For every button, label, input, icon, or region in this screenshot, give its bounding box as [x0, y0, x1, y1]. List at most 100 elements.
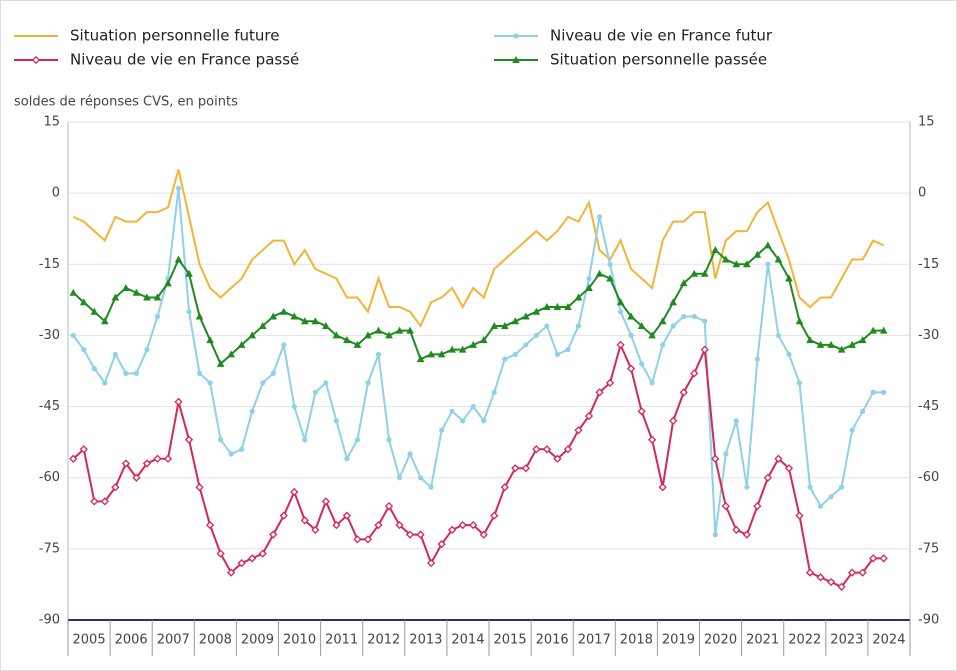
x-tick-label: 2023 — [830, 633, 863, 648]
x-tick-label: 2022 — [788, 633, 821, 648]
point — [532, 445, 541, 454]
point — [363, 535, 373, 544]
point — [448, 345, 456, 353]
point — [174, 255, 183, 263]
point — [479, 336, 488, 344]
point — [711, 454, 720, 463]
point — [565, 347, 571, 353]
point — [260, 380, 266, 386]
point — [300, 516, 309, 525]
point — [102, 380, 108, 386]
point — [164, 279, 172, 287]
point — [249, 408, 255, 414]
point — [784, 464, 794, 473]
x-tick-label: 2012 — [367, 633, 400, 648]
point — [196, 370, 203, 376]
point — [681, 313, 687, 320]
point — [386, 437, 392, 443]
point — [205, 521, 215, 530]
point — [806, 336, 814, 344]
point — [796, 380, 803, 386]
point — [775, 332, 782, 339]
point — [333, 418, 339, 424]
point — [826, 577, 836, 587]
point — [449, 408, 455, 414]
point — [70, 332, 76, 339]
point — [258, 321, 267, 329]
point — [626, 364, 636, 373]
point — [743, 260, 751, 268]
x-tick-label: 2009 — [241, 633, 274, 648]
point — [563, 445, 573, 454]
point — [311, 525, 320, 535]
y2-tick-label: -45 — [918, 399, 939, 414]
point — [744, 484, 750, 490]
point — [111, 293, 120, 301]
point — [195, 483, 204, 492]
point — [500, 483, 509, 492]
point — [690, 369, 699, 378]
point — [175, 185, 182, 191]
point — [700, 269, 709, 277]
point — [406, 326, 414, 334]
point — [733, 418, 739, 424]
point — [101, 317, 109, 325]
point — [639, 361, 645, 367]
point — [228, 451, 234, 457]
point — [100, 497, 109, 506]
point — [227, 568, 236, 577]
point — [669, 416, 678, 425]
x-tick-label: 2015 — [494, 633, 527, 648]
point — [553, 454, 562, 463]
y2-tick-label: -90 — [918, 613, 939, 628]
point — [384, 502, 394, 511]
point — [542, 445, 552, 454]
point — [353, 535, 362, 544]
point — [311, 317, 320, 325]
point — [374, 521, 383, 530]
x-tick-label: 2005 — [73, 633, 106, 648]
point — [154, 313, 161, 320]
point — [658, 317, 667, 325]
point — [544, 323, 550, 329]
point — [607, 261, 613, 267]
point — [426, 558, 436, 568]
point — [81, 347, 87, 353]
point — [312, 389, 318, 395]
point — [879, 326, 888, 334]
point — [553, 302, 562, 310]
point — [774, 454, 783, 463]
point — [679, 388, 688, 397]
point — [616, 340, 625, 350]
point — [395, 326, 404, 334]
point — [637, 321, 646, 329]
point — [691, 313, 697, 320]
point — [290, 487, 299, 497]
point — [785, 274, 793, 282]
point — [795, 317, 804, 325]
point — [291, 403, 297, 410]
point — [133, 370, 140, 376]
point — [90, 497, 99, 506]
point — [816, 340, 825, 348]
point — [837, 345, 846, 353]
point — [375, 351, 382, 357]
point — [742, 530, 751, 539]
series-line — [72, 169, 885, 328]
point — [837, 582, 846, 591]
point — [407, 451, 413, 457]
point — [491, 389, 497, 395]
point — [469, 521, 478, 530]
point — [216, 549, 225, 558]
point — [511, 317, 520, 325]
point — [679, 279, 688, 287]
point — [186, 309, 192, 315]
point — [721, 502, 730, 511]
x-tick-label: 2020 — [704, 633, 737, 648]
y-tick-label: -75 — [39, 541, 60, 556]
point — [828, 494, 834, 500]
point — [827, 340, 835, 348]
point — [111, 483, 120, 492]
point — [248, 331, 256, 339]
